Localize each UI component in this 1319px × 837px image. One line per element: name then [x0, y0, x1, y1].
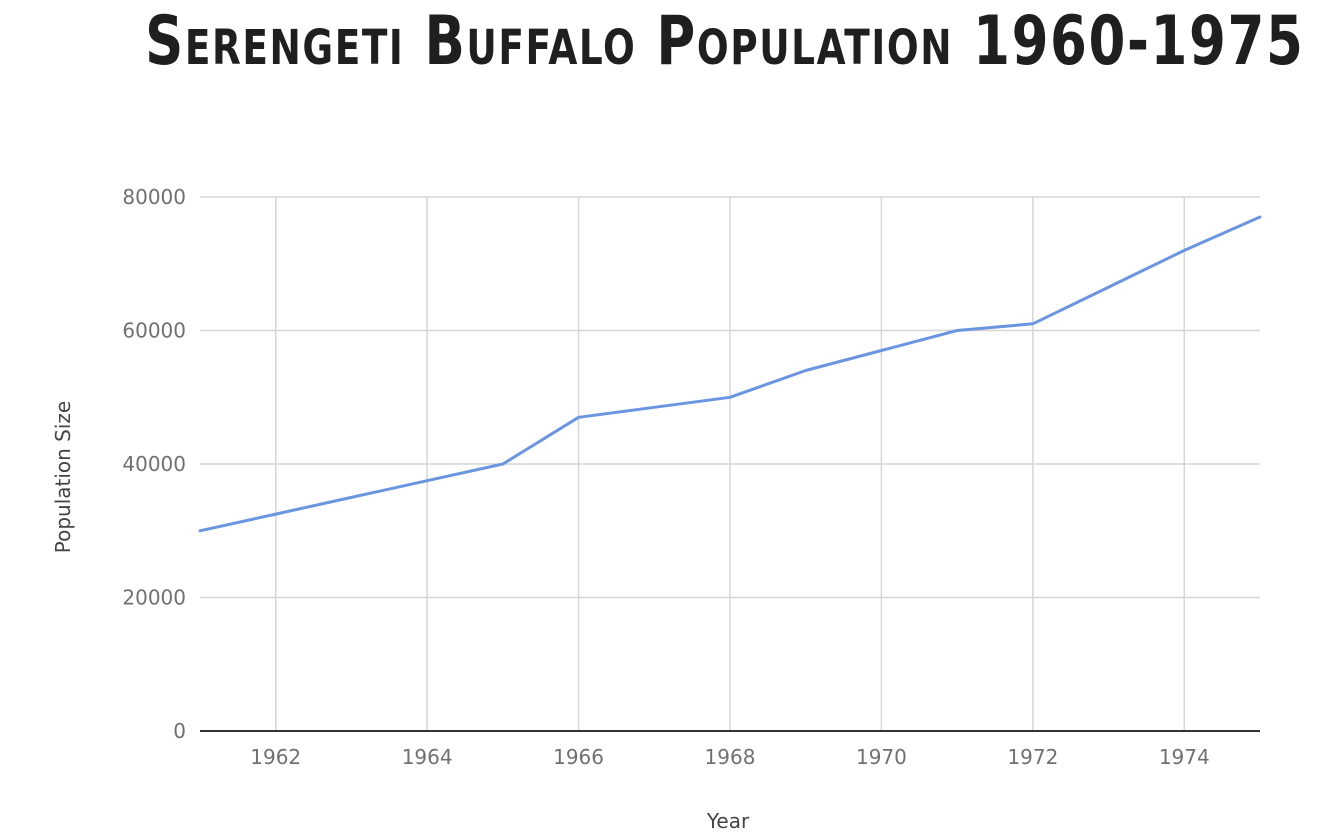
y-tick-label: 0: [173, 719, 186, 743]
x-tick-label: 1974: [1159, 745, 1210, 769]
x-tick-label: 1970: [856, 745, 907, 769]
x-tick-label: 1966: [553, 745, 604, 769]
y-tick-label: 40000: [122, 452, 186, 476]
gridlines: [200, 196, 1260, 731]
y-tick-label: 60000: [122, 319, 186, 343]
x-axis-title: Year: [706, 809, 750, 833]
y-axis-title: Population Size: [51, 401, 75, 554]
y-tick-label: 80000: [122, 185, 186, 209]
y-axis-ticks: 0 20000 40000 60000 80000: [122, 185, 186, 743]
x-tick-label: 1968: [705, 745, 756, 769]
x-tick-label: 1962: [250, 745, 301, 769]
x-tick-label: 1972: [1007, 745, 1058, 769]
series-line: [198, 215, 1262, 533]
series-layer: [198, 215, 1262, 533]
y-tick-label: 20000: [122, 586, 186, 610]
x-tick-label: 1964: [402, 745, 453, 769]
chart-title: Serengeti Buffalo Population 1960-1975: [145, 2, 1305, 81]
x-axis-ticks: 1962 1964 1966 1968 1970 1972 1974: [250, 745, 1209, 769]
